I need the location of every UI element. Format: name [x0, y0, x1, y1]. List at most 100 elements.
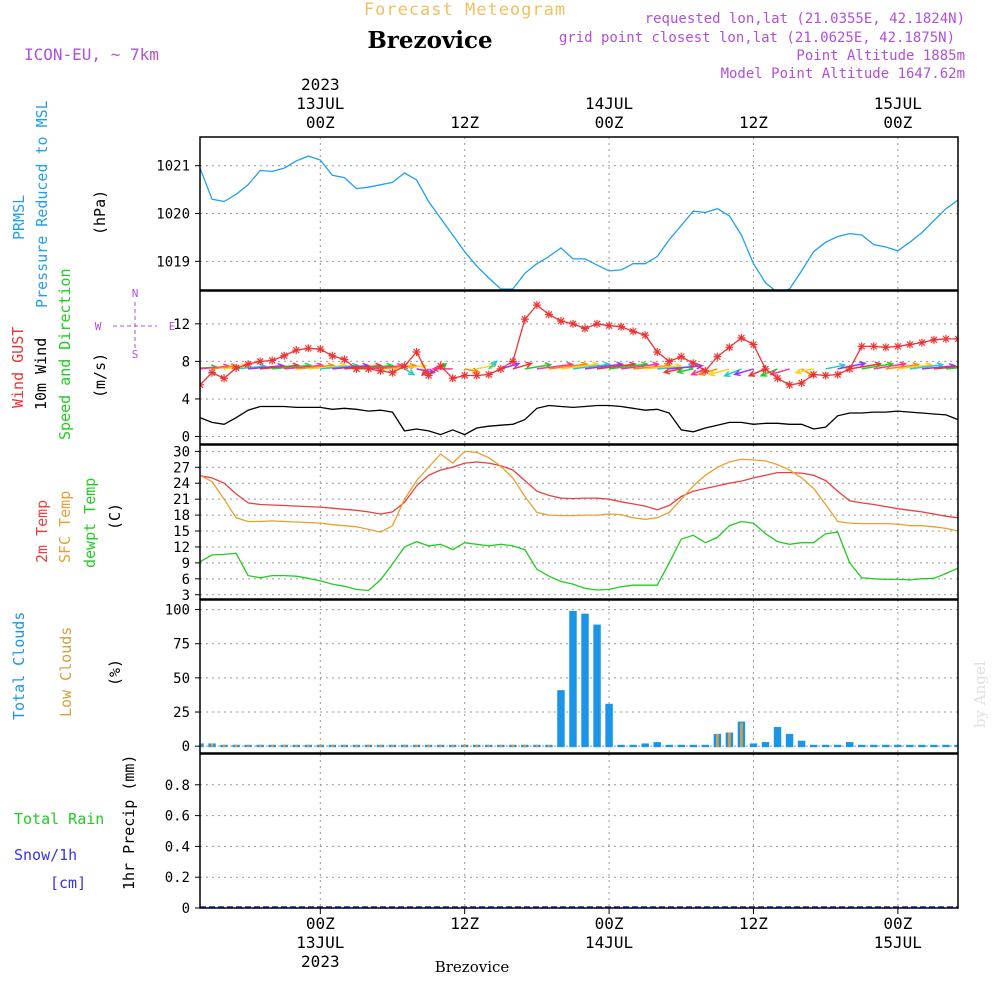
gust-marker-d2 [485, 371, 493, 378]
plot-area-pressure [200, 155, 958, 290]
gust-marker-d2 [629, 327, 637, 335]
gust-marker-d2 [401, 362, 408, 370]
wind-arrow-head [859, 361, 867, 368]
requested-coords: requested lon,lat (21.0355E, 42.1824N) [645, 11, 965, 27]
gust-marker [990, 351, 998, 359]
wind-arrow-shaft [945, 367, 958, 370]
wind-arrow [987, 369, 994, 376]
gust-marker [412, 348, 421, 357]
gust-marker-d2 [810, 371, 818, 378]
gust-marker-d2 [834, 371, 842, 378]
wind-arrow-shaft [464, 368, 479, 373]
bar-total-clouds [581, 613, 589, 748]
wind-arrow-shaft [633, 364, 670, 370]
gust-marker-d2 [653, 348, 661, 356]
gust-marker-d2 [200, 381, 204, 386]
wind-arrow [945, 367, 958, 370]
point-altitude: Point Altitude 1885m [796, 48, 965, 64]
wind-arrow [707, 368, 730, 377]
wind-arrow-shaft [236, 365, 266, 370]
wind-arrow [733, 368, 754, 377]
bar-total-clouds [761, 742, 770, 748]
bar-total-clouds [200, 743, 204, 748]
bar-total-clouds [797, 740, 806, 748]
compass-n: N [132, 287, 139, 300]
bar-total-clouds [870, 744, 878, 748]
series-sfc-temp [200, 450, 958, 533]
gust-marker [761, 364, 770, 373]
wind-arrow-shaft [608, 363, 648, 370]
gust-marker-d2 [762, 365, 769, 373]
gust-marker [713, 352, 722, 361]
y-tick-label: 9 [182, 556, 190, 572]
bar-total-clouds [701, 744, 710, 748]
top-axis-tick-label: 13JUL [296, 94, 344, 113]
wind-arrow-shaft [990, 369, 1000, 376]
bar-total-clouds [882, 744, 890, 748]
wind-arrow-shaft [709, 368, 730, 376]
wind-arrow [488, 360, 498, 370]
grid-point-coords: grid point closest lon,lat (21.0625E, 42… [559, 30, 955, 46]
gust-marker [653, 348, 662, 357]
wind-arrow-head [976, 369, 982, 375]
wind-arrow-head [490, 360, 498, 368]
bar-total-clouds [845, 742, 854, 748]
gust-marker-d2 [967, 340, 973, 346]
gust-marker-d1 [967, 340, 973, 346]
wind-arrow-shaft [548, 363, 587, 370]
bar-total-clouds [569, 610, 577, 748]
compass-s: S [132, 348, 139, 361]
wind-arrow-shaft [734, 368, 754, 376]
wind-arrow-shaft [572, 363, 610, 370]
panel-frame-precip [199, 753, 959, 909]
gust-marker-d2 [701, 367, 709, 375]
gust-marker [364, 364, 373, 373]
y-tick-label: 0.8 [165, 778, 190, 794]
gust-marker-d2 [979, 345, 985, 351]
pressure-unit: (hPa) [91, 190, 109, 235]
temp-label-2m: 2m Temp [33, 500, 51, 563]
gust-marker-d2 [942, 335, 950, 343]
wind-arrow-shaft [368, 364, 403, 370]
gust-marker-d2 [557, 317, 565, 325]
bar-low-clouds [403, 744, 406, 748]
bottom-axis-tick-label: 00Z [595, 914, 624, 933]
y-tick-label: 0.4 [165, 839, 190, 855]
series-dewpt-temp [200, 520, 958, 592]
wind-arrow-shaft [861, 363, 893, 370]
compass-e: E [169, 320, 176, 333]
bar-low-clouds [523, 744, 527, 748]
gust-marker-d2 [750, 341, 757, 348]
gust-marker [508, 357, 517, 366]
cloud-label-low: Low Clouds [57, 627, 75, 717]
gust-marker-d2 [677, 353, 685, 361]
wind-arrow-shaft [885, 363, 919, 370]
bottom-axis-tick-label: 14JUL [585, 933, 633, 952]
footer-station: Brezovice [435, 958, 510, 976]
gust-marker-d2 [521, 315, 529, 323]
gust-marker [833, 370, 842, 379]
wind-arrow-head [794, 368, 802, 375]
gust-marker [424, 371, 433, 380]
pressure-label-2: Pressure Reduced to MSL [33, 100, 51, 308]
bottom-axis-tick-label: 12Z [450, 914, 479, 933]
gust-marker-d2 [352, 365, 360, 373]
bar-low-clouds [379, 744, 382, 748]
gust-marker-d1 [200, 384, 204, 389]
wind-arrow-head [407, 369, 416, 376]
gust-marker-d2 [786, 381, 793, 389]
gust-marker-d2 [894, 342, 902, 350]
wind-arrow-head [960, 364, 966, 369]
gust-marker [460, 371, 469, 380]
gust-marker-d2 [605, 322, 613, 330]
gust-marker [340, 355, 349, 364]
y-tick-label: 50 [173, 671, 190, 687]
panel-wind: 0 4 8 12 [173, 290, 1000, 445]
gust-marker [881, 343, 890, 352]
bar-total-clouds [942, 744, 950, 748]
bar-low-clouds [222, 744, 226, 748]
gust-marker [941, 334, 950, 343]
bar-total-clouds [978, 745, 985, 747]
gust-marker-d2 [581, 325, 589, 332]
bar-total-clouds [894, 744, 902, 748]
